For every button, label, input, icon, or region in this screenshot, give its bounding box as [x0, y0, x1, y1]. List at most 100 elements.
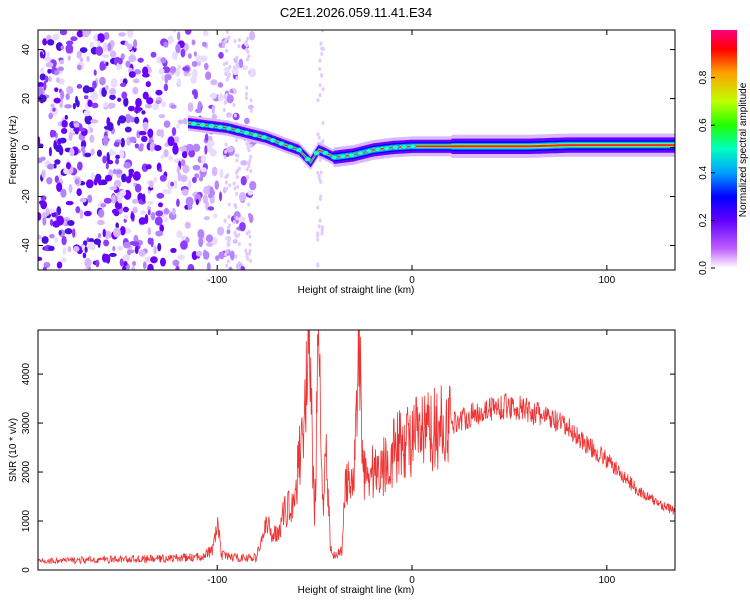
noise-streak: [321, 121, 325, 126]
noise-blob: [187, 53, 192, 59]
spectrogram-x-tick-label: -100: [207, 275, 227, 286]
ridge-blob: [269, 137, 277, 143]
noise-blob: [79, 127, 86, 132]
noise-streak: [247, 70, 251, 75]
noise-streak: [233, 39, 237, 44]
noise-blob: [133, 68, 142, 75]
noise-blob: [155, 100, 162, 105]
noise-blob: [105, 61, 109, 67]
noise-blob: [38, 143, 44, 149]
noise-streak: [227, 214, 231, 219]
noise-blob: [65, 200, 74, 206]
noise-blob: [122, 254, 130, 262]
noise-streak: [247, 164, 251, 169]
noise-blob: [211, 105, 215, 115]
noise-blob: [133, 78, 140, 84]
noise-blob: [54, 87, 59, 93]
ridge-blob: [278, 141, 285, 147]
noise-blob: [76, 50, 82, 59]
noise-blob: [105, 84, 109, 91]
noise-blob: [87, 241, 95, 251]
noise-streak: [316, 98, 320, 103]
noise-streak: [234, 254, 238, 259]
noise-blob: [198, 176, 204, 182]
noise-blob: [176, 230, 183, 238]
noise-streak: [246, 57, 250, 62]
noise-blob: [40, 156, 46, 161]
noise-blob: [207, 193, 213, 199]
noise-blob: [157, 243, 162, 252]
snr-x-tick-label: -100: [207, 575, 227, 586]
noise-streak: [223, 218, 227, 223]
noise-blob: [226, 229, 231, 235]
ridge-blob: [339, 153, 347, 159]
noise-blob: [65, 43, 74, 54]
noise-blob: [146, 205, 152, 211]
noise-blob: [66, 86, 74, 95]
noise-blob: [147, 128, 154, 138]
noise-blob: [177, 77, 181, 86]
noise-blob: [42, 38, 48, 46]
spectrogram-frame: [37, 29, 676, 271]
noise-blob: [56, 77, 60, 83]
noise-blob: [138, 145, 144, 152]
noise-streak: [316, 237, 320, 242]
noise-blob: [197, 229, 205, 239]
noise-streak: [318, 83, 322, 88]
noise-blob: [117, 57, 123, 65]
noise-streak: [224, 180, 228, 185]
noise-blob: [132, 171, 141, 181]
noise-streak: [245, 85, 249, 90]
noise-blob: [41, 236, 49, 244]
noise-streak: [233, 90, 237, 95]
noise-blob: [248, 30, 256, 41]
noise-blob: [39, 73, 46, 81]
noise-blob: [109, 88, 117, 96]
noise-blob: [184, 30, 192, 35]
noise-blob: [175, 265, 180, 270]
noise-blob: [172, 259, 180, 267]
noise-blob: [150, 211, 156, 221]
noise-streak: [223, 100, 227, 105]
noise-blob: [127, 105, 135, 112]
noise-blob: [197, 101, 202, 110]
noise-blob: [125, 60, 131, 68]
noise-blob: [232, 239, 238, 244]
noise-blob: [103, 31, 110, 40]
noise-blob: [248, 68, 257, 78]
noise-streak: [225, 77, 229, 82]
noise-blob: [109, 50, 117, 58]
noise-blob: [127, 30, 134, 38]
noise-blob: [86, 55, 90, 63]
noise-blob: [142, 261, 147, 270]
noise-blob: [90, 91, 99, 101]
noise-streak: [245, 47, 249, 52]
ridge-layer: [188, 119, 675, 166]
noise-blob: [140, 210, 146, 216]
noise-blob: [145, 164, 152, 170]
ridge-blob: [295, 147, 303, 153]
noise-blob: [217, 226, 225, 236]
noise-streak: [223, 39, 227, 44]
noise-streak: [226, 259, 230, 264]
noise-blob: [60, 90, 65, 100]
noise-blob: [95, 46, 104, 56]
noise-blob: [122, 265, 126, 270]
noise-blob: [96, 219, 105, 226]
noise-streak: [225, 186, 229, 191]
noise-blob: [163, 41, 169, 48]
noise-blob: [81, 145, 86, 153]
noise-blob: [109, 94, 116, 100]
noise-blob: [211, 189, 215, 197]
noise-streak: [246, 256, 250, 261]
noise-streak: [245, 251, 249, 256]
noise-blob: [63, 168, 69, 175]
noise-blob: [201, 41, 207, 47]
noise-blob: [191, 176, 197, 184]
noise-blob: [163, 149, 169, 158]
colorbar-gradient: [711, 30, 737, 268]
noise-blob: [93, 238, 101, 245]
noise-streak: [316, 263, 320, 268]
spectrogram-plot-area: [38, 30, 675, 270]
